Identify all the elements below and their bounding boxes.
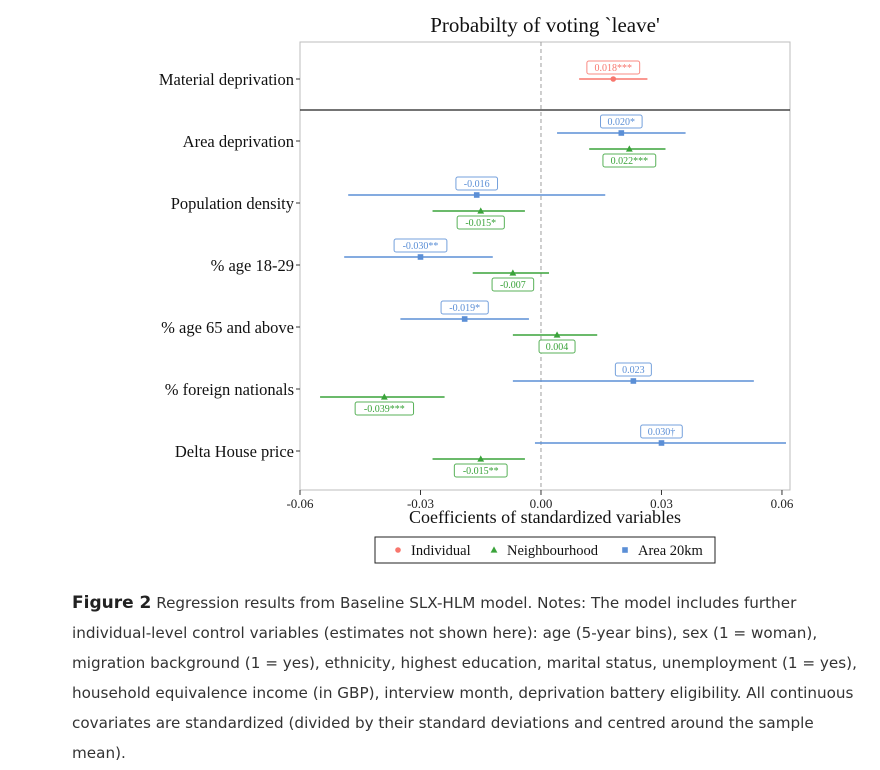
estimate-neighbourhood: -0.039*** [320, 393, 445, 416]
legend: Individual Neighbourhood Area 20km [374, 536, 716, 564]
data-label-box [640, 424, 683, 439]
coefficient-plot: Probabilty of voting `leave' -0.06 -0.03 0… [159, 13, 794, 564]
legend-marker [490, 546, 498, 553]
data-label: 0.020* [608, 117, 636, 128]
data-label: -0.019* [449, 303, 480, 314]
y-category-label: Delta House price [175, 442, 294, 461]
figure-caption: Figure 2 Regression results from Baselin… [72, 588, 862, 768]
data-label: 0.023 [622, 365, 645, 376]
y-category-label: Material deprivation [159, 70, 294, 89]
x-axis-title: Coefficients of standardized variables [409, 507, 681, 527]
estimate-area-20km: 0.030† [534, 424, 786, 446]
x-tick-label: 0.00 [530, 496, 553, 511]
data-label: -0.007 [500, 280, 526, 291]
chart-figure: Probabilty of voting `leave' -0.06 -0.03 0… [159, 13, 794, 564]
data-label: 0.030† [648, 427, 676, 438]
y-category-label: % foreign nationals [165, 380, 294, 399]
point-estimate [630, 378, 637, 384]
estimate-individual: 0.018*** [579, 60, 648, 82]
estimate-area-20km: 0.023 [512, 362, 754, 384]
estimate-area-20km: -0.016 [348, 176, 606, 198]
data-label: -0.039*** [364, 404, 405, 415]
point-estimate [380, 393, 388, 400]
legend-marker [622, 547, 628, 553]
y-category-label: % age 65 and above [161, 318, 294, 337]
point-estimate [610, 76, 617, 82]
data-label-box [538, 339, 576, 354]
y-category-label: % age 18-29 [211, 256, 294, 275]
data-label-box [456, 215, 505, 230]
data-label: -0.016 [464, 179, 490, 190]
plot-panel [299, 41, 791, 491]
x-tick-label: 0.06 [771, 496, 794, 511]
legend-label: Area 20km [638, 543, 704, 559]
data-label-box [586, 60, 641, 75]
estimate-neighbourhood: 0.004 [512, 331, 598, 354]
legend-box [374, 536, 716, 564]
legend-item: Neighbourhood [490, 543, 599, 559]
x-tick-label: 0.03 [650, 496, 673, 511]
data-label-box [491, 277, 535, 292]
y-category-label: Population density [171, 194, 295, 213]
data-label-box [393, 238, 448, 253]
figure-caption-text: Regression results from Baseline SLX-HLM… [72, 594, 857, 762]
point-estimate [625, 145, 633, 152]
point-estimate [658, 440, 665, 446]
estimate-area-20km: 0.020* [557, 114, 686, 136]
data-label: -0.030** [403, 241, 439, 252]
data-label: -0.015* [465, 218, 496, 229]
data-label-box [440, 300, 489, 315]
y-category-label: Area deprivation [183, 132, 294, 151]
point-estimate [618, 130, 625, 136]
legend-label: Individual [411, 543, 471, 559]
estimate-neighbourhood: 0.022*** [589, 145, 666, 168]
data-label: 0.004 [546, 342, 569, 353]
data-label-box [453, 463, 508, 478]
legend-item: Area 20km [622, 543, 704, 559]
data-label: -0.015** [463, 466, 499, 477]
legend-marker [395, 547, 401, 553]
point-estimate [477, 455, 485, 462]
figure-label: Figure 2 [72, 593, 152, 613]
data-label-box [600, 114, 643, 129]
estimate-neighbourhood: -0.015* [432, 207, 525, 230]
data-label-box [602, 153, 657, 168]
estimate-neighbourhood: -0.007 [472, 269, 550, 292]
point-estimate [461, 316, 468, 322]
point-estimate [473, 192, 480, 198]
estimate-neighbourhood: -0.015** [432, 455, 525, 478]
data-label-box [354, 401, 415, 416]
legend-item: Individual [395, 543, 471, 559]
x-tick-label: -0.06 [286, 496, 314, 511]
point-estimate [417, 254, 424, 260]
point-estimate [477, 207, 485, 214]
data-label-box [614, 362, 652, 377]
estimate-area-20km: -0.019* [400, 300, 529, 322]
data-label: 0.022*** [611, 156, 649, 167]
data-label-box [455, 176, 499, 191]
estimate-area-20km: -0.030** [344, 238, 493, 260]
point-estimate [509, 269, 517, 276]
legend-label: Neighbourhood [507, 543, 599, 559]
data-label: 0.018*** [595, 63, 633, 74]
chart-title: Probabilty of voting `leave' [430, 13, 659, 37]
x-tick-label: -0.03 [407, 496, 434, 511]
point-estimate [553, 331, 561, 338]
